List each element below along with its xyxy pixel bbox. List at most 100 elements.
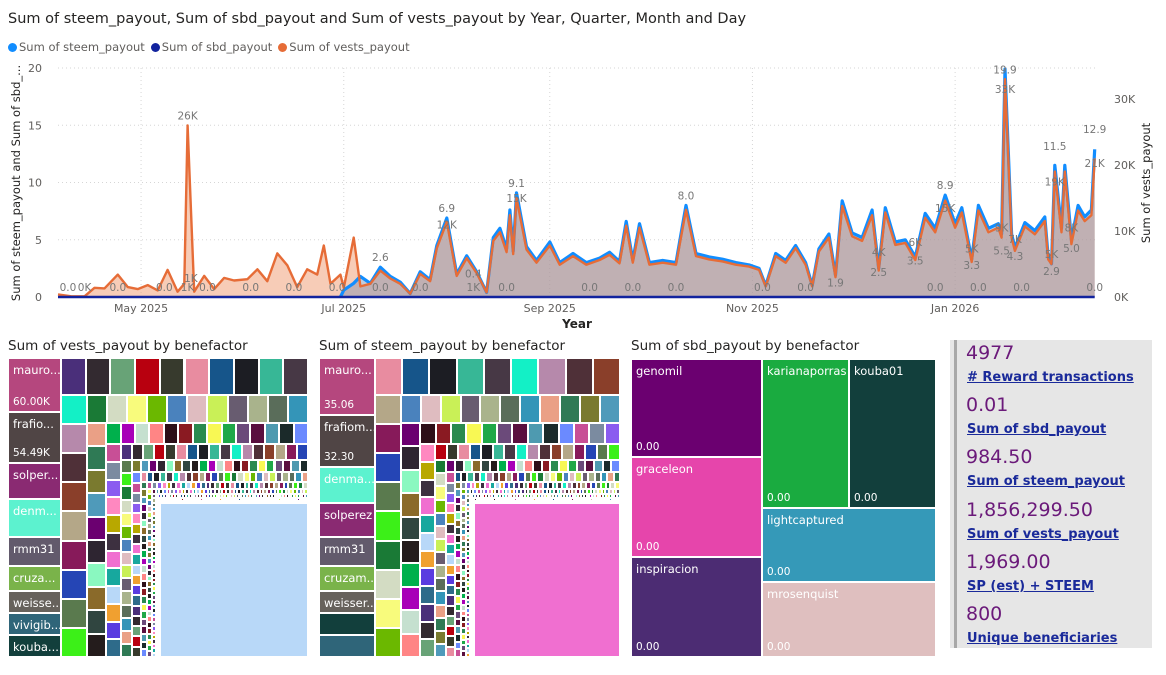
treemap-cell[interactable] <box>197 444 209 461</box>
treemap-cell[interactable] <box>242 500 245 504</box>
treemap-cell[interactable] <box>155 584 159 588</box>
treemap-cell[interactable] <box>106 586 121 604</box>
treemap-cell[interactable] <box>463 460 473 473</box>
treemap-cell[interactable] <box>610 481 616 489</box>
kpi-sp-label[interactable]: SP (est) + STEEM <box>967 579 1094 594</box>
treemap-cell[interactable] <box>495 488 499 494</box>
treemap-cell[interactable] <box>256 472 263 482</box>
treemap-cell[interactable] <box>172 472 180 482</box>
treemap-cell[interactable] <box>151 626 156 631</box>
treemap-cell[interactable] <box>258 358 284 395</box>
treemap-cell[interactable] <box>465 551 470 556</box>
treemap-cell[interactable] <box>155 630 159 634</box>
treemap-cell[interactable] <box>420 395 441 423</box>
treemap-cell[interactable] <box>567 481 572 489</box>
treemap-cell[interactable] <box>195 500 198 504</box>
treemap-cell[interactable] <box>247 500 250 504</box>
treemap-cell[interactable] <box>400 469 421 494</box>
treemap-cell[interactable] <box>615 481 620 489</box>
treemap-cell[interactable] <box>280 497 283 501</box>
treemap-cell[interactable] <box>461 511 466 518</box>
treemap-cell[interactable] <box>106 532 121 551</box>
treemap-cell[interactable] <box>158 647 161 650</box>
treemap-cell[interactable] <box>213 500 216 504</box>
treemap-cell[interactable] <box>263 497 266 501</box>
treemap-cell[interactable] <box>400 540 421 564</box>
treemap-cell[interactable] <box>465 630 470 635</box>
treemap-cell[interactable] <box>147 575 152 582</box>
treemap-cell[interactable] <box>249 493 253 498</box>
treemap-cell[interactable] <box>189 500 192 504</box>
treemap-cell[interactable] <box>218 488 223 494</box>
treemap-cell[interactable] <box>238 497 241 501</box>
treemap-cell[interactable] <box>446 585 455 596</box>
treemap-cell[interactable] <box>151 604 156 609</box>
treemap-cell[interactable] <box>454 460 464 473</box>
treemap-cell[interactable] <box>547 481 553 489</box>
treemap-cell[interactable] <box>166 497 169 501</box>
treemap-cell[interactable] <box>189 488 193 494</box>
treemap-cell[interactable] <box>227 395 248 423</box>
treemap-cell[interactable] <box>600 481 606 489</box>
treemap-cell[interactable] <box>567 460 577 473</box>
treemap-cell[interactable] <box>305 497 308 501</box>
treemap-cell[interactable] <box>480 481 486 489</box>
treemap-cell[interactable] <box>465 626 470 631</box>
treemap-cell[interactable] <box>203 500 206 504</box>
treemap-cell[interactable] <box>147 488 152 495</box>
treemap-cell[interactable] <box>299 500 302 504</box>
treemap-cell[interactable] <box>158 508 161 511</box>
treemap-cell[interactable] <box>259 500 262 504</box>
treemap-tile[interactable]: karianaporras 0.00 <box>762 359 849 508</box>
treemap-cell[interactable] <box>106 395 127 423</box>
treemap-cell[interactable] <box>282 472 289 482</box>
treemap-cell[interactable] <box>135 423 150 445</box>
treemap-cell[interactable] <box>465 573 470 578</box>
treemap-cell[interactable] <box>140 527 147 535</box>
treemap-cell[interactable] <box>258 493 261 498</box>
treemap-cell[interactable] <box>179 472 186 482</box>
treemap-cell[interactable] <box>151 586 156 591</box>
treemap-cell[interactable] <box>446 605 455 616</box>
treemap-cell[interactable] <box>155 637 159 641</box>
treemap-cell[interactable] <box>155 610 159 614</box>
treemap-cell[interactable] <box>509 481 514 489</box>
treemap-cell[interactable] <box>106 497 121 516</box>
treemap-cell[interactable] <box>572 488 576 494</box>
treemap-cell[interactable] <box>274 460 283 473</box>
treemap-cell[interactable] <box>151 529 156 534</box>
treemap-cell[interactable] <box>194 493 198 498</box>
treemap-cell[interactable] <box>151 493 156 499</box>
treemap-cell[interactable] <box>465 529 470 534</box>
treemap-cell[interactable] <box>273 481 279 489</box>
treemap-cell[interactable] <box>446 460 455 473</box>
treemap-cell[interactable] <box>158 592 161 595</box>
treemap-cell[interactable] <box>466 423 482 445</box>
treemap-cell[interactable] <box>224 493 228 498</box>
treemap-cell[interactable] <box>238 493 242 498</box>
treemap-cell[interactable] <box>255 497 258 501</box>
treemap-cell[interactable] <box>227 493 231 498</box>
treemap-cell[interactable] <box>467 472 474 482</box>
treemap-cell[interactable] <box>241 444 253 461</box>
treemap-cell[interactable] <box>465 559 470 565</box>
treemap-cell[interactable] <box>165 500 168 504</box>
treemap-cell[interactable] <box>155 647 159 651</box>
treemap-cell[interactable] <box>288 500 291 504</box>
treemap-cell[interactable] <box>605 481 611 489</box>
treemap-cell[interactable] <box>194 500 197 504</box>
treemap-cell[interactable] <box>465 488 470 494</box>
treemap-cell[interactable] <box>375 511 401 541</box>
treemap-cell[interactable] <box>190 460 200 473</box>
treemap-cell[interactable] <box>259 488 264 494</box>
treemap-cell[interactable] <box>446 554 455 565</box>
treemap-cell[interactable] <box>198 497 201 501</box>
treemap-cell[interactable] <box>147 481 152 489</box>
treemap-cell[interactable] <box>303 500 306 504</box>
treemap-cell[interactable] <box>244 481 250 489</box>
treemap-cell[interactable] <box>147 523 152 530</box>
treemap-cell[interactable] <box>240 497 243 501</box>
treemap-cell[interactable] <box>185 497 188 501</box>
treemap-cell[interactable] <box>255 500 258 504</box>
treemap-cell[interactable] <box>583 488 587 494</box>
